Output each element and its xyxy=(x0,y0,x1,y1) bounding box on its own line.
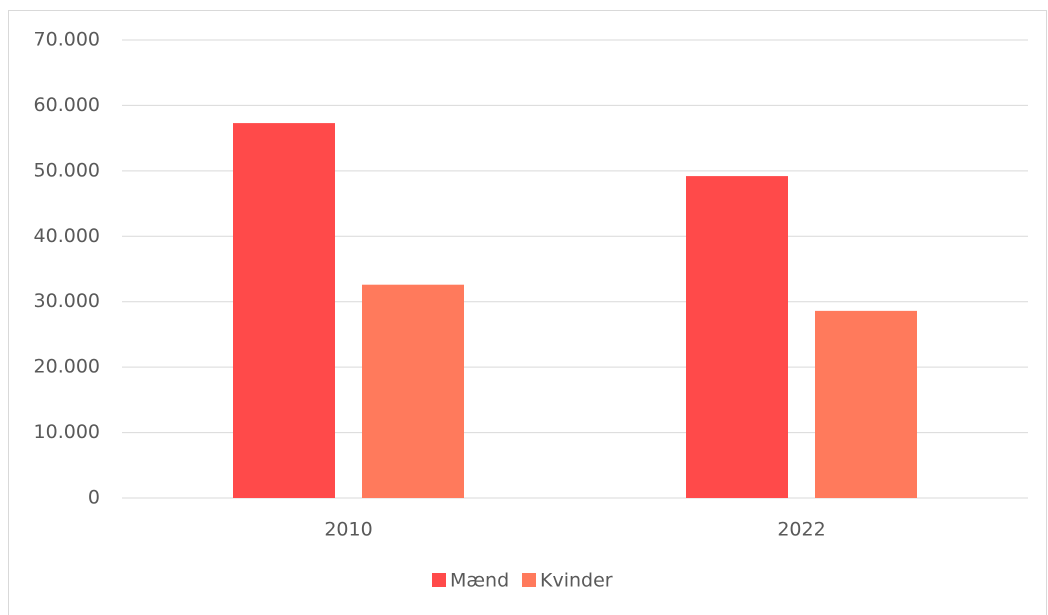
legend-swatch xyxy=(522,573,536,587)
legend-label: Kvinder xyxy=(540,570,613,592)
legend-label: Mænd xyxy=(450,570,509,592)
y-tick-label: 70.000 xyxy=(34,29,100,51)
y-tick-label: 20.000 xyxy=(34,356,100,378)
y-tick-label: 60.000 xyxy=(34,94,100,116)
y-tick-label: 40.000 xyxy=(34,225,100,247)
bar xyxy=(686,176,788,498)
y-tick-label: 10.000 xyxy=(34,421,100,443)
bar xyxy=(815,310,917,498)
y-tick-label: 0 xyxy=(88,487,100,509)
y-tick-label: 50.000 xyxy=(34,159,100,181)
bar xyxy=(362,284,464,498)
x-tick-label: 2022 xyxy=(777,519,825,541)
legend-swatch xyxy=(432,573,446,587)
bar xyxy=(233,123,335,498)
y-tick-label: 30.000 xyxy=(34,290,100,312)
x-tick-label: 2010 xyxy=(324,519,372,541)
